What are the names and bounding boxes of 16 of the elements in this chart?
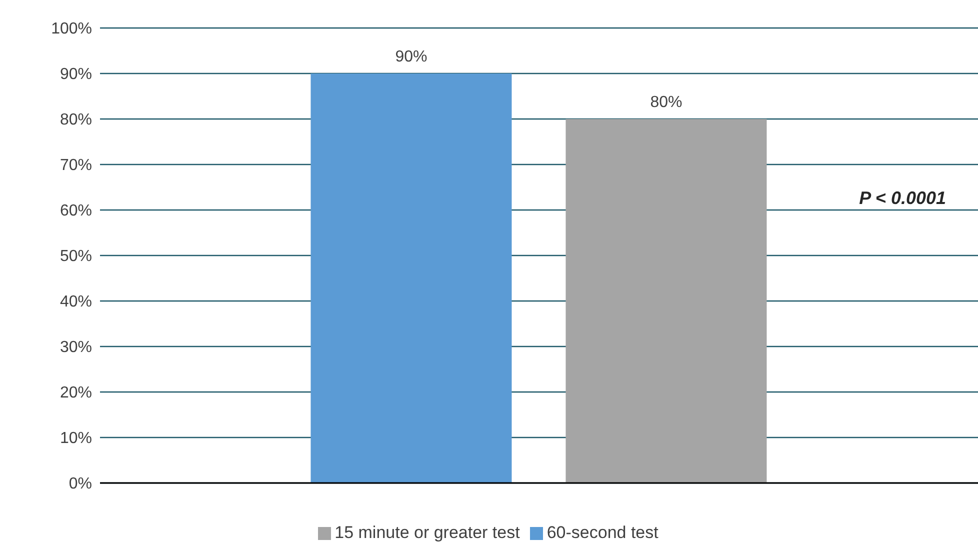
legend-label: 60-second test	[546, 523, 658, 542]
y-tick-label: 30%	[60, 339, 92, 356]
y-tick-label: 50%	[60, 248, 92, 266]
y-tick-label: 20%	[60, 384, 92, 402]
y-tick-label: 80%	[60, 112, 92, 129]
y-tick-label: 70%	[60, 157, 92, 174]
annotation: P < 0.0001	[855, 188, 950, 209]
y-tick-label: 100%	[51, 20, 92, 38]
data-label: 90%	[395, 48, 428, 66]
y-tick-label: 0%	[68, 476, 92, 493]
y-tick-label: 90%	[60, 66, 92, 84]
y-tick-label: 10%	[60, 430, 92, 448]
legend-label: 15 minute or greater test	[334, 523, 520, 542]
y-tick-label: 40%	[60, 294, 92, 311]
y-tick-label: 60%	[60, 202, 92, 220]
data-label: 80%	[650, 94, 682, 111]
